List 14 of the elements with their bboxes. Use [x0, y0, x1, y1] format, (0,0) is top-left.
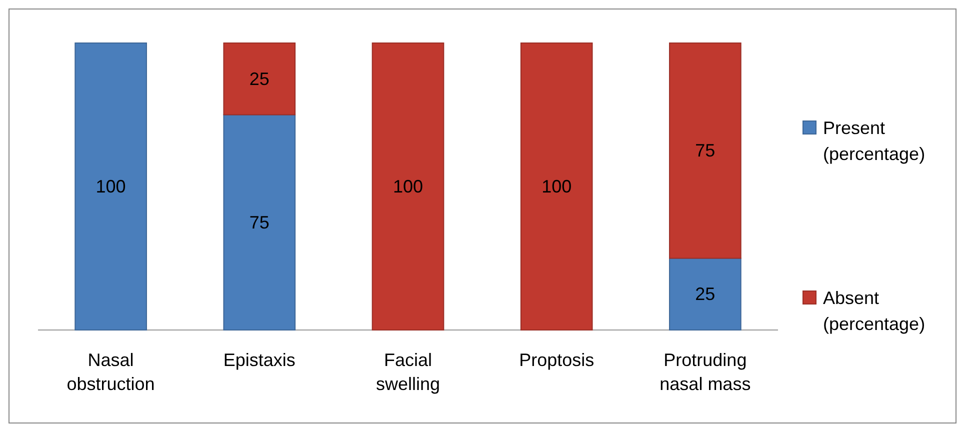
x-tick-label: Facial swelling: [376, 350, 440, 394]
x-tick-label: Epistaxis: [223, 350, 296, 370]
data-label: 75: [249, 212, 270, 232]
x-tick-label: Proptosis: [519, 350, 594, 370]
data-label: 100: [96, 176, 126, 196]
x-tick-label: Protruding nasal mass: [660, 350, 751, 394]
data-label: 75: [695, 140, 716, 161]
data-label: 25: [249, 68, 270, 89]
x-tick-label: Nasal obstruction: [66, 350, 155, 394]
data-label: 100: [542, 176, 572, 196]
legend-label: Absent (percentage): [823, 288, 926, 334]
legend-label: Present (percentage): [823, 118, 926, 164]
data-label: 100: [392, 176, 424, 196]
data-label: 25: [695, 284, 716, 304]
